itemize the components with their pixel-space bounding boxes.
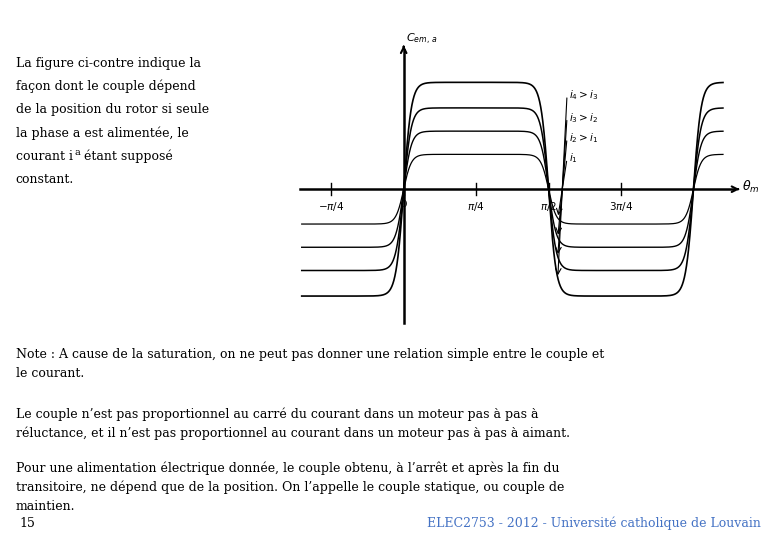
Text: $-\pi/4$: $-\pi/4$ bbox=[318, 200, 345, 213]
Text: 0: 0 bbox=[400, 200, 407, 208]
Text: de la position du rotor si seule: de la position du rotor si seule bbox=[16, 103, 209, 116]
Text: Pour une alimentation électrique donnée, le couple obtenu, à l’arrêt et après la: Pour une alimentation électrique donnée,… bbox=[16, 462, 564, 513]
Text: Note : A cause de la saturation, on ne peut pas donner une relation simple entre: Note : A cause de la saturation, on ne p… bbox=[16, 348, 604, 380]
Text: $3\pi/4$: $3\pi/4$ bbox=[609, 200, 633, 213]
Text: $\theta_m$: $\theta_m$ bbox=[743, 179, 760, 195]
Text: $C_{em,\,a}$: $C_{em,\,a}$ bbox=[406, 32, 438, 48]
Text: La figure ci-contre indique la: La figure ci-contre indique la bbox=[16, 57, 200, 70]
Text: ELEC2753 - 2012 - Université catholique de Louvain: ELEC2753 - 2012 - Université catholique … bbox=[427, 517, 760, 530]
Text: a: a bbox=[75, 148, 80, 157]
Text: courant i: courant i bbox=[16, 150, 73, 163]
Text: constant.: constant. bbox=[16, 173, 74, 186]
Text: $\pi/2$: $\pi/2$ bbox=[540, 200, 557, 213]
Text: 15: 15 bbox=[20, 517, 35, 530]
Text: $i_2 > i_1$: $i_2 > i_1$ bbox=[569, 131, 598, 145]
Text: $\pi/4$: $\pi/4$ bbox=[467, 200, 485, 213]
Text: étant supposé: étant supposé bbox=[80, 150, 173, 163]
Text: Le couple n’est pas proportionnel au carré du courant dans un moteur pas à pas à: Le couple n’est pas proportionnel au car… bbox=[16, 408, 569, 441]
Text: $i_1$: $i_1$ bbox=[569, 152, 578, 165]
Text: $i_3 > i_2$: $i_3 > i_2$ bbox=[569, 111, 598, 125]
Text: $i_4 > i_3$: $i_4 > i_3$ bbox=[569, 88, 598, 102]
Text: la phase a est alimentée, le: la phase a est alimentée, le bbox=[16, 126, 188, 140]
Text: façon dont le couple dépend: façon dont le couple dépend bbox=[16, 80, 195, 93]
